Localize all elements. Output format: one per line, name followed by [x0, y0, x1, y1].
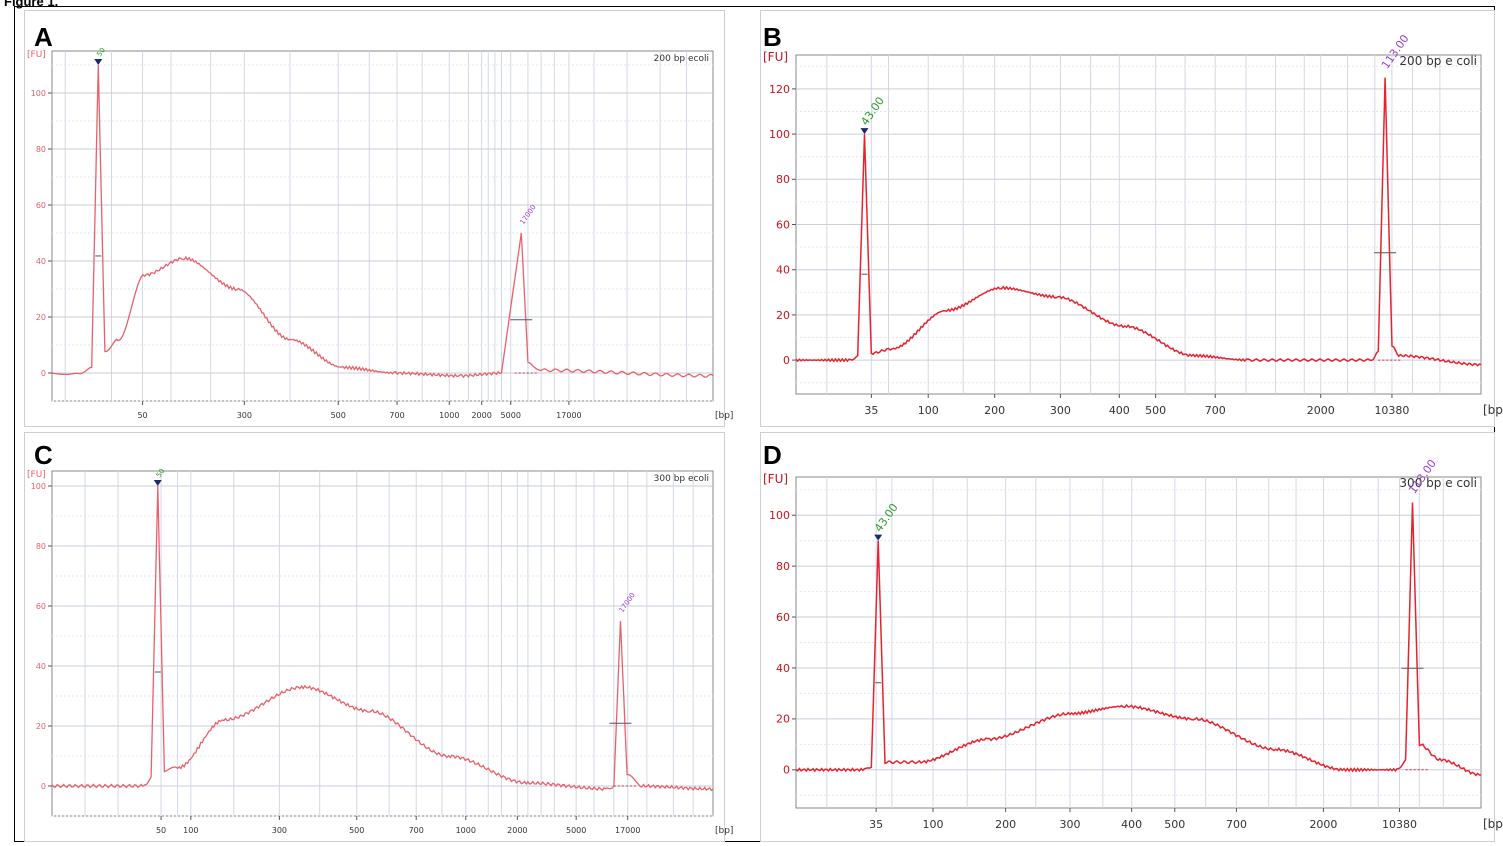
x-tick-label: 200	[995, 818, 1016, 831]
x-tick-label: 500	[349, 826, 364, 835]
series-line	[795, 77, 1482, 367]
y-tick-label: 80	[36, 145, 46, 154]
x-axis-label: [bp]	[1483, 817, 1503, 831]
y-tick-label: 20	[36, 722, 46, 731]
peak-marker-triangle	[94, 59, 103, 65]
x-tick-label: 2000	[1307, 404, 1335, 417]
chart-title: 200 bp e coli	[1399, 54, 1477, 68]
x-tick-label: 500	[1145, 404, 1166, 417]
x-tick-label: 700	[389, 411, 404, 420]
chart-title: 300 bp e coli	[1399, 476, 1477, 490]
y-tick-label: 80	[36, 542, 46, 551]
y-tick-label: 40	[776, 662, 790, 675]
x-tick-label: 300	[1060, 818, 1081, 831]
y-tick-label: 100	[769, 128, 790, 141]
x-tick-label: 5000	[501, 411, 521, 420]
x-tick-label: 100	[923, 818, 944, 831]
chart-d: 0 20 40 60 80 100 [FU] 35 100 200 300 400 500 700 2000…	[763, 457, 1503, 831]
x-axis-label: [bp]	[1483, 403, 1503, 417]
panel-b: 0 20 40 60 80 100 120 [FU] 35 100 200 300 400 500 700 2…	[760, 10, 1503, 427]
chart-b: 0 20 40 60 80 100 120 [FU] 35 100 200 300 400 500 700 2…	[763, 32, 1503, 417]
x-tick-label: 2000	[1309, 818, 1337, 831]
x-tick-label: 17000	[556, 411, 581, 420]
y-tick-label: 80	[776, 560, 790, 573]
y-tick-label: 60	[776, 611, 790, 624]
panel-a: 0 20 40 60 80 100 [FU] 50 300 500 700 1000 2000 5000 1…	[24, 10, 733, 427]
x-tick-label: 100	[918, 404, 939, 417]
panel-letter-b: B	[763, 22, 782, 52]
y-tick-label: 40	[36, 257, 46, 266]
x-tick-label: 10380	[1382, 818, 1417, 831]
y-tick-label: 60	[36, 201, 46, 210]
chart-title: 200 bp ecoli	[654, 54, 709, 64]
series-line	[795, 502, 1482, 777]
x-tick-label: 2000	[507, 826, 527, 835]
y-tick-label: 40	[36, 662, 46, 671]
x-tick-label: 100	[183, 826, 198, 835]
x-tick-label: 300	[272, 826, 287, 835]
peak-label: 50	[155, 467, 167, 479]
x-tick-label: 1000	[456, 826, 476, 835]
y-axis-label: [FU]	[27, 470, 46, 480]
y-axis-label: [FU]	[763, 472, 788, 486]
chart-c: 0 20 40 60 80 100 [FU] 50 100 300 500 700 1000 2000 50…	[27, 467, 733, 836]
y-tick-label: 0	[783, 764, 790, 777]
series-line	[51, 64, 714, 379]
x-tick-label: 300	[237, 411, 252, 420]
chart-a: 0 20 40 60 80 100 [FU] 50 300 500 700 1000 2000 5000 1…	[27, 46, 733, 421]
x-tick-label: 500	[331, 411, 346, 420]
series-line	[51, 485, 714, 792]
plot-area	[51, 470, 714, 817]
y-axis-label: [FU]	[763, 50, 788, 64]
panel-c: 0 20 40 60 80 100 [FU] 50 100 300 500 700 1000 2000 50…	[24, 432, 733, 842]
chart-title: 300 bp ecoli	[654, 474, 709, 484]
y-tick-label: 100	[31, 89, 46, 98]
y-tick-label: 0	[41, 782, 46, 791]
x-tick-label: 35	[869, 818, 883, 831]
x-tick-label: 35	[864, 404, 878, 417]
plot-area	[51, 50, 714, 402]
y-tick-label: 0	[783, 354, 790, 367]
y-tick-label: 20	[776, 713, 790, 726]
y-tick-label: 60	[776, 218, 790, 231]
y-tick-label: 20	[776, 309, 790, 322]
x-tick-label: 50	[156, 826, 166, 835]
y-tick-label: 100	[31, 482, 46, 491]
x-tick-label: 1000	[439, 411, 459, 420]
y-axis-label: [FU]	[27, 50, 46, 60]
figure-header: Figure 1.	[4, 0, 59, 9]
x-tick-label: 2000	[471, 411, 491, 420]
panel-d: 0 20 40 60 80 100 [FU] 35 100 200 300 400 500 700 2000…	[760, 432, 1503, 842]
panel-letter-c: C	[34, 440, 53, 470]
x-tick-label: 700	[1205, 404, 1226, 417]
peak-marker-triangle	[153, 480, 162, 486]
peak-label: 50	[95, 46, 107, 58]
x-tick-label: 300	[1050, 404, 1071, 417]
y-tick-label: 60	[36, 602, 46, 611]
x-tick-label: 700	[1226, 818, 1247, 831]
panel-letter-a: A	[34, 22, 53, 52]
x-tick-label: 500	[1164, 818, 1185, 831]
peak-marker-triangle	[860, 128, 869, 135]
plot-area	[795, 476, 1482, 809]
x-axis-label: [bp]	[715, 411, 733, 421]
x-tick-label: 400	[1109, 404, 1130, 417]
x-tick-label: 5000	[566, 826, 586, 835]
y-tick-label: 100	[769, 509, 790, 522]
x-tick-label: 400	[1121, 818, 1142, 831]
y-tick-label: 80	[776, 173, 790, 186]
x-axis-label: [bp]	[715, 826, 733, 836]
peak-marker-triangle	[874, 534, 883, 541]
x-tick-label: 200	[984, 404, 1005, 417]
x-tick-label: 10380	[1374, 404, 1409, 417]
y-tick-label: 0	[41, 369, 46, 378]
y-tick-label: 40	[776, 264, 790, 277]
y-tick-label: 20	[36, 313, 46, 322]
x-tick-label: 700	[409, 826, 424, 835]
panel-letter-d: D	[763, 440, 782, 470]
x-tick-label: 50	[137, 411, 147, 420]
y-tick-label: 120	[769, 83, 790, 96]
x-tick-label: 17000	[615, 826, 640, 835]
